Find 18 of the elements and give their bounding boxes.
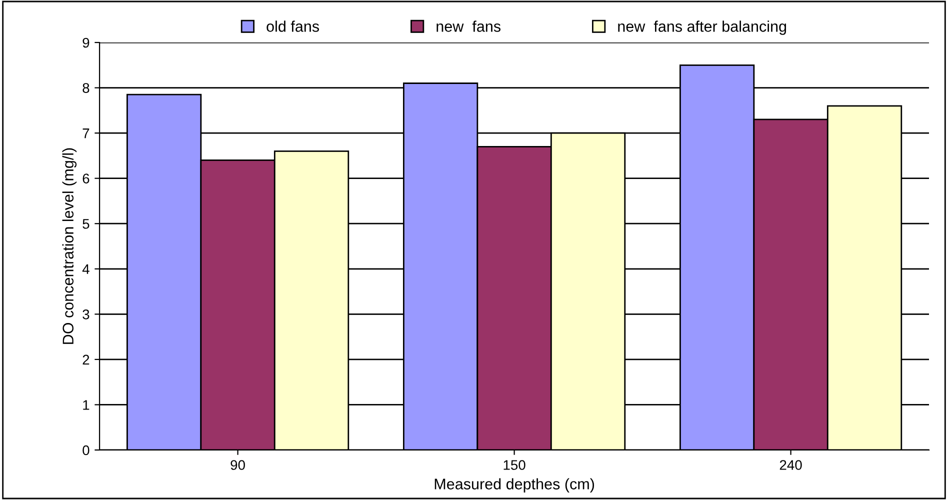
y-tick-label: 1 bbox=[83, 400, 90, 410]
legend-label: new fans after balancing bbox=[618, 20, 786, 35]
y-tick-label: 0 bbox=[82, 445, 90, 456]
y-tick-label: 7 bbox=[82, 128, 90, 138]
x-tick-label: 150 bbox=[504, 460, 526, 470]
legend-label: new fans bbox=[436, 20, 500, 32]
y-tick-label: 2 bbox=[82, 354, 90, 364]
y-tick-label: 5 bbox=[82, 219, 90, 229]
x-tick-label: 90 bbox=[230, 460, 245, 470]
y-tick-label: 4 bbox=[82, 264, 90, 274]
y-tick-label: 3 bbox=[82, 310, 90, 320]
y-tick-label: 8 bbox=[82, 83, 90, 93]
y-tick-label: 6 bbox=[82, 174, 90, 184]
x-axis-title: Measured depthes (cm) bbox=[434, 478, 594, 492]
y-tick-label: 9 bbox=[82, 38, 90, 48]
x-tick-label: 240 bbox=[780, 460, 802, 470]
legend-label: old fans bbox=[266, 20, 319, 32]
y-axis-title: DO concentration level (mg/l) bbox=[62, 148, 77, 344]
